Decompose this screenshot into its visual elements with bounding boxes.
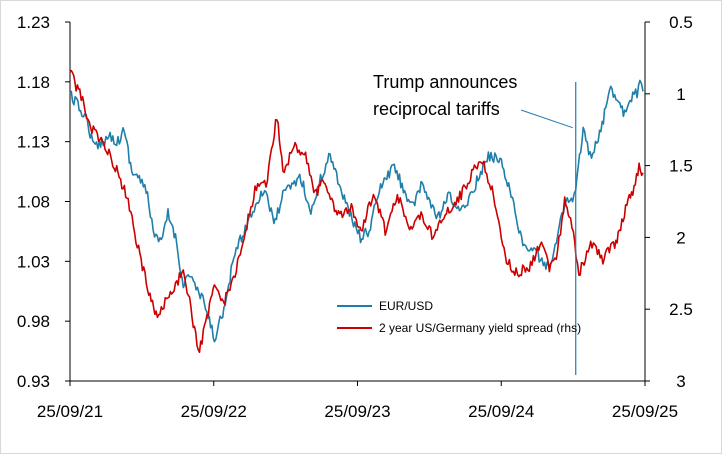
annotation-arrow (520, 109, 573, 129)
right-tick-label: 2 (676, 228, 685, 247)
right-tick-label: 0.5 (669, 13, 693, 32)
left-tick-label: 1.03 (17, 252, 50, 271)
yield-spread-line (69, 69, 644, 354)
right-axis-ticks: 0.5 1 1.5 2 2.5 3 (645, 13, 693, 391)
x-tick-label: 25/09/21 (37, 402, 103, 421)
left-tick-label: 0.93 (17, 372, 50, 391)
x-tick-label: 25/09/22 (181, 402, 247, 421)
left-tick-label: 0.98 (17, 312, 50, 331)
left-axis-ticks: 0.93 0.98 1.03 1.08 1.13 1.18 1.23 (17, 13, 70, 391)
left-tick-label: 1.08 (17, 193, 50, 212)
right-tick-label: 3 (676, 372, 685, 391)
annotation-line-2: reciprocal tariffs (373, 99, 500, 119)
right-tick-label: 1.5 (669, 157, 693, 176)
legend: EUR/USD 2 year US/Germany yield spread (r… (337, 299, 581, 335)
left-tick-label: 1.23 (17, 13, 50, 32)
left-tick-label: 1.13 (17, 133, 50, 152)
x-tick-label: 25/09/23 (324, 402, 390, 421)
legend-label-spread: 2 year US/Germany yield spread (rhs) (379, 321, 581, 335)
annotation: Trump announces reciprocal tariffs (373, 72, 573, 129)
x-tick-label: 25/09/24 (468, 402, 534, 421)
x-tick-label: 25/09/25 (612, 402, 678, 421)
right-tick-label: 2.5 (669, 300, 693, 319)
legend-label-eurusd: EUR/USD (379, 299, 433, 313)
x-axis-ticks: 25/09/21 25/09/22 25/09/23 25/09/24 25/09/25 (37, 381, 678, 421)
left-tick-label: 1.18 (17, 73, 50, 92)
right-tick-label: 1 (676, 85, 685, 104)
eurusd-line (69, 79, 644, 343)
series-group (69, 69, 644, 375)
annotation-line-1: Trump announces (373, 72, 517, 92)
